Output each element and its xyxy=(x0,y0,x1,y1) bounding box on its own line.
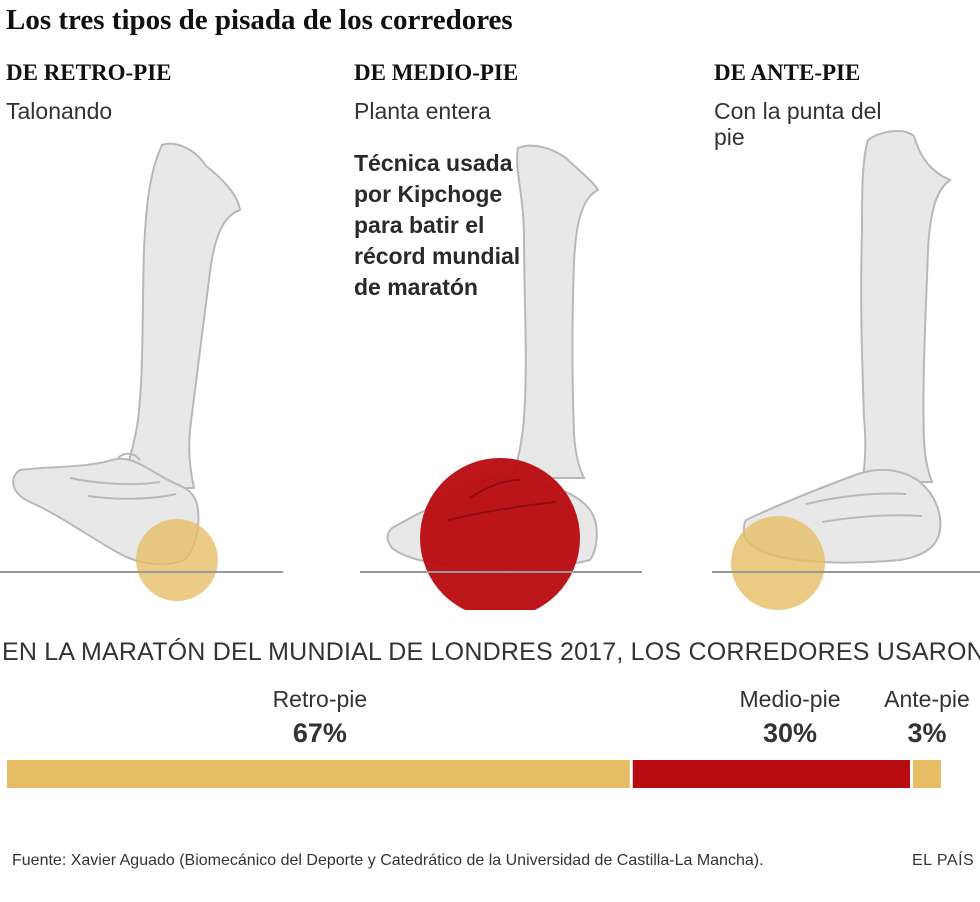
bar-segment-retro-pie xyxy=(7,760,630,788)
bar-segment-ante-pie xyxy=(912,760,941,788)
brand-logo: EL PAÍS xyxy=(912,852,975,869)
medio-leg xyxy=(510,144,600,479)
medio-contact-circle xyxy=(420,458,580,610)
segment-value-medio-pie: 30% xyxy=(762,718,818,748)
segment-label-medio-pie: Medio-pie xyxy=(739,686,841,712)
kipchoge-note: Técnica usada por Kipchoge para batir el… xyxy=(354,150,521,300)
stacked-bar xyxy=(7,760,941,788)
subtitle-medio-pie: Planta entera xyxy=(354,98,491,124)
segment-label-ante-pie: Ante-pie xyxy=(884,686,970,712)
retro-leg xyxy=(118,142,242,489)
segment-label-retro-pie: Retro-pie xyxy=(272,686,368,712)
retro-pie-illustration xyxy=(0,142,283,601)
heading-medio-pie: DE MEDIO-PIE xyxy=(354,60,519,85)
heading-retro-pie: DE RETRO-PIE xyxy=(6,60,172,85)
retro-contact-circle xyxy=(136,519,218,601)
medio-pie-illustration xyxy=(360,144,642,610)
ante-pie-illustration xyxy=(712,130,980,610)
footstrike-illustrations xyxy=(0,130,980,610)
bar-segment-medio-pie xyxy=(632,760,910,788)
subtitle-retro-pie: Talonando xyxy=(6,98,113,124)
segment-value-retro-pie: 67% xyxy=(292,718,347,748)
subtitle-ante-pie: Con la punta del pie xyxy=(714,98,882,150)
stacked-bar-title: EN LA MARATÓN DEL MUNDIAL DE LONDRES 201… xyxy=(2,638,980,666)
ante-contact-circle xyxy=(731,516,825,610)
source-note: Fuente: Xavier Aguado (Biomecánico del D… xyxy=(12,852,764,869)
ante-leg xyxy=(860,130,953,483)
segment-value-ante-pie: 3% xyxy=(907,718,947,748)
chart-title: Los tres tipos de pisada de los corredor… xyxy=(6,4,513,36)
heading-ante-pie: DE ANTE-PIE xyxy=(714,60,861,85)
